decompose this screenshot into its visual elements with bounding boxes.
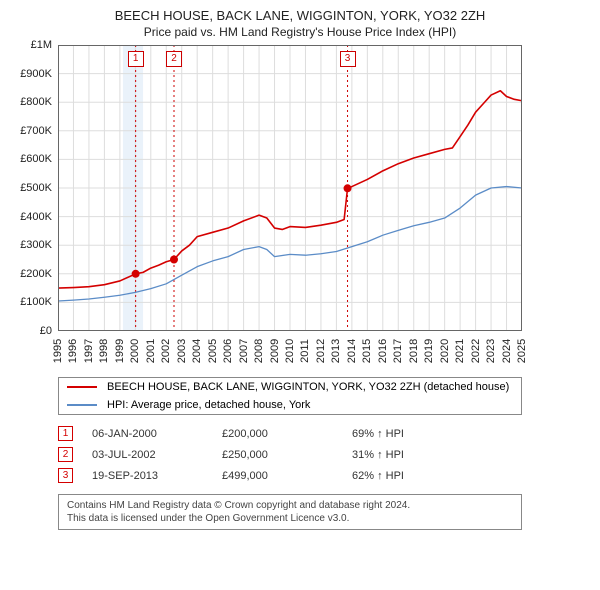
chart-container: BEECH HOUSE, BACK LANE, WIGGINTON, YORK,… (0, 0, 600, 590)
xtick-label: 2015 (361, 339, 373, 363)
xtick-label: 2024 (501, 339, 513, 363)
event-row: 1 06-JAN-2000£200,00069% ↑ HPI (58, 423, 522, 444)
ytick-label: £100K (20, 296, 52, 308)
legend-row: HPI: Average price, detached house, York (59, 396, 521, 414)
events-table: 1 06-JAN-2000£200,00069% ↑ HPI 2 03-JUL-200… (58, 423, 522, 486)
ytick-label: £800K (20, 96, 52, 108)
xtick-label: 2022 (470, 339, 482, 363)
event-price: £200,000 (222, 423, 352, 444)
xtick-label: 2019 (423, 339, 435, 363)
ytick-label: £400K (20, 211, 52, 223)
legend-label: BEECH HOUSE, BACK LANE, WIGGINTON, YORK,… (107, 381, 509, 393)
ytick-label: £0 (40, 325, 52, 337)
legend-swatch (67, 386, 97, 388)
event-price: £250,000 (222, 444, 352, 465)
event-marker-1: 1 (128, 51, 144, 67)
xtick-label: 2012 (315, 339, 327, 363)
legend-row: BEECH HOUSE, BACK LANE, WIGGINTON, YORK,… (59, 378, 521, 396)
event-marker-icon: 3 (58, 468, 73, 483)
plot-svg (58, 45, 522, 331)
xtick-label: 1998 (98, 339, 110, 363)
xtick-label: 2020 (439, 339, 451, 363)
ytick-label: £700K (20, 125, 52, 137)
chart-title: BEECH HOUSE, BACK LANE, WIGGINTON, YORK,… (12, 8, 588, 23)
xtick-label: 2000 (129, 339, 141, 363)
ytick-label: £900K (20, 68, 52, 80)
xtick-label: 1999 (114, 339, 126, 363)
xtick-label: 2003 (176, 339, 188, 363)
xtick-label: 2011 (299, 339, 311, 363)
xtick-label: 2008 (253, 339, 265, 363)
event-date: 03-JUL-2002 (92, 444, 222, 465)
event-marker-2: 2 (166, 51, 182, 67)
xtick-label: 2023 (485, 339, 497, 363)
event-delta: 69% ↑ HPI (352, 423, 522, 444)
event-delta: 31% ↑ HPI (352, 444, 522, 465)
xtick-label: 2004 (191, 339, 203, 363)
event-marker-icon: 2 (58, 447, 73, 462)
event-marker-icon: 1 (58, 426, 73, 441)
legend-label: HPI: Average price, detached house, York (107, 399, 310, 411)
ytick-label: £500K (20, 182, 52, 194)
attribution-line-1: Contains HM Land Registry data © Crown c… (67, 499, 513, 512)
xtick-label: 1997 (83, 339, 95, 363)
xtick-label: 2025 (516, 339, 528, 363)
xtick-label: 2005 (207, 339, 219, 363)
ytick-label: £200K (20, 268, 52, 280)
event-row: 3 19-SEP-2013£499,00062% ↑ HPI (58, 465, 522, 486)
event-row: 2 03-JUL-2002£250,00031% ↑ HPI (58, 444, 522, 465)
event-date: 06-JAN-2000 (92, 423, 222, 444)
event-delta: 62% ↑ HPI (352, 465, 522, 486)
xtick-label: 2017 (392, 339, 404, 363)
xtick-label: 2016 (377, 339, 389, 363)
xtick-label: 2013 (330, 339, 342, 363)
xtick-label: 2018 (408, 339, 420, 363)
xtick-label: 2010 (284, 339, 296, 363)
event-date: 19-SEP-2013 (92, 465, 222, 486)
chart-subtitle: Price paid vs. HM Land Registry's House … (12, 25, 588, 39)
xtick-label: 2001 (145, 339, 157, 363)
plot-area: £0 £100K £200K £300K £400K £500K £600K £700K £80… (12, 45, 588, 371)
attribution-line-2: This data is licensed under the Open Gov… (67, 512, 513, 525)
attribution-box: Contains HM Land Registry data © Crown c… (58, 494, 522, 530)
ytick-label: £300K (20, 239, 52, 251)
xtick-label: 2014 (346, 339, 358, 363)
legend-swatch (67, 404, 97, 406)
xtick-label: 2007 (238, 339, 250, 363)
ytick-label: £600K (20, 153, 52, 165)
xtick-label: 2006 (222, 339, 234, 363)
event-marker-3: 3 (340, 51, 356, 67)
legend: BEECH HOUSE, BACK LANE, WIGGINTON, YORK,… (58, 377, 522, 415)
xtick-label: 2021 (454, 339, 466, 363)
xtick-label: 2009 (269, 339, 281, 363)
xtick-label: 2002 (160, 339, 172, 363)
xtick-label: 1995 (52, 339, 64, 363)
xtick-label: 1996 (67, 339, 79, 363)
event-price: £499,000 (222, 465, 352, 486)
ytick-label: £1M (31, 39, 52, 51)
